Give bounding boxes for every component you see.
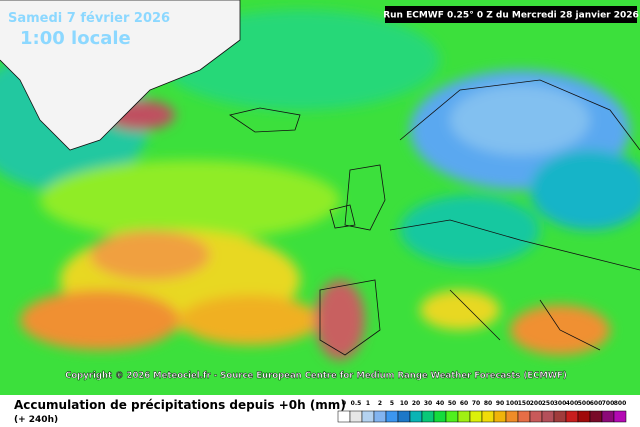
scale-label: 80 xyxy=(484,400,492,407)
run-banner xyxy=(385,6,637,23)
scale-swatch xyxy=(421,410,435,423)
scale-label: 150 xyxy=(518,400,531,407)
scale-label: 600 xyxy=(590,400,603,407)
scale-swatch xyxy=(553,410,567,423)
scale-swatch xyxy=(385,410,399,423)
scale-label: 300 xyxy=(554,400,567,407)
scale-label: 100 xyxy=(506,400,519,407)
scale-swatch xyxy=(601,410,615,423)
scale-swatch xyxy=(577,410,591,423)
scale-swatch xyxy=(373,410,387,423)
scale-swatch xyxy=(481,410,495,423)
scale-label: 60 xyxy=(460,400,468,407)
scale-label: 250 xyxy=(542,400,555,407)
forecast-time: 1:00 locale xyxy=(20,28,131,49)
scale-label: 0.5 xyxy=(351,400,362,407)
coastline xyxy=(0,0,241,151)
scale-swatch xyxy=(529,410,543,423)
scale-label: 90 xyxy=(496,400,504,407)
scale-label: 50 xyxy=(448,400,456,407)
scale-label: 500 xyxy=(578,400,591,407)
scale-swatch xyxy=(445,410,459,423)
scale-swatch xyxy=(517,410,531,423)
scale-label: 0 xyxy=(342,400,346,407)
scale-swatch xyxy=(397,410,411,423)
scale-swatch xyxy=(337,410,351,423)
scale-label: 200 xyxy=(530,400,543,407)
scale-swatch xyxy=(493,410,507,423)
legend-subtitle: (+ 240h) xyxy=(14,415,58,425)
run-info: Run ECMWF 0.25° 0 Z du Mercredi 28 janvi… xyxy=(383,11,639,21)
scale-swatch xyxy=(613,410,627,423)
scale-swatch xyxy=(469,410,483,423)
forecast-date: Samedi 7 février 2026 xyxy=(8,11,170,26)
scale-label: 70 xyxy=(472,400,480,407)
scale-label: 400 xyxy=(566,400,579,407)
scale-label: 30 xyxy=(424,400,432,407)
scale-swatch xyxy=(505,410,519,423)
scale-swatch xyxy=(589,410,603,423)
scale-label: 2 xyxy=(378,400,382,407)
scale-label: 1 xyxy=(366,400,370,407)
legend-title: Accumulation de précipitations depuis +0… xyxy=(14,398,346,412)
scale-swatch xyxy=(433,410,447,423)
scale-swatch xyxy=(361,410,375,423)
scale-swatch xyxy=(409,410,423,423)
copyright: Copyright © 2026 Meteociel.fr - Source E… xyxy=(65,371,567,381)
scale-label: 800 xyxy=(614,400,627,407)
color-scale: 0 0.5 1 2 5 10 20 30 40 50 60 70 80 90 100 150 200 250 300… xyxy=(337,400,627,423)
greenland xyxy=(0,0,240,150)
scale-swatch xyxy=(349,410,363,423)
coastline xyxy=(319,79,640,356)
scale-label: 20 xyxy=(412,400,420,407)
scale-swatch xyxy=(457,410,471,423)
scale-swatch xyxy=(541,410,555,423)
iceland xyxy=(229,107,301,133)
scale-label: 10 xyxy=(400,400,408,407)
scale-label: 700 xyxy=(602,400,615,407)
scale-label: 5 xyxy=(390,400,394,407)
scale-swatch xyxy=(565,410,579,423)
scale-label: 40 xyxy=(436,400,444,407)
